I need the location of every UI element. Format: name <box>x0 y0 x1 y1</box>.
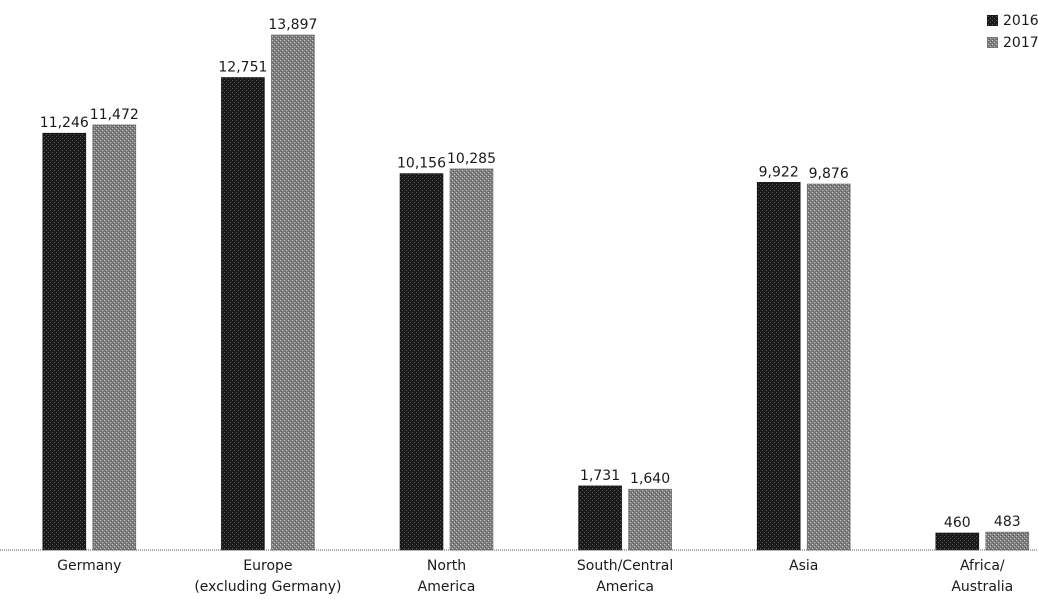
x-tick-label-line-3-1: America <box>596 579 654 595</box>
x-tick-label-line-0-0: Germany <box>57 558 121 574</box>
bar-2016-0 <box>42 132 87 551</box>
bar-2016-4 <box>756 182 801 551</box>
x-tick-label-line-2-1: America <box>418 579 476 595</box>
bars-group <box>42 34 1030 551</box>
x-tick-label-line-4-0: Asia <box>789 558 818 574</box>
legend-swatch-2017 <box>987 37 998 48</box>
value-label-2016-3: 1,731 <box>580 468 620 484</box>
x-tick-label-line-1-1: (excluding Germany) <box>194 579 341 595</box>
value-label-2017-5: 483 <box>994 514 1021 530</box>
bar-2017-0 <box>92 124 137 551</box>
value-label-2016-2: 10,156 <box>397 156 446 172</box>
bar-2017-1 <box>271 34 315 551</box>
legend-label-2016: 2016 <box>1003 13 1038 29</box>
x-tick-label-line-1-0: Europe <box>243 558 292 574</box>
bar-2016-2 <box>399 173 444 551</box>
value-label-2017-0: 11,472 <box>90 107 139 123</box>
legend-swatch-2016 <box>987 15 998 26</box>
value-label-2017-4: 9,876 <box>809 166 849 182</box>
value-label-2016-4: 9,922 <box>759 164 799 180</box>
x-tick-label-3: South/Central America <box>577 558 673 595</box>
bar-2017-2 <box>449 168 494 551</box>
bar-2016-1 <box>221 77 265 551</box>
x-tick-label-2: North America <box>418 558 476 595</box>
legend-label-2017: 2017 <box>1003 35 1038 51</box>
value-label-2017-3: 1,640 <box>630 471 670 487</box>
bar-2017-4 <box>806 183 851 551</box>
value-label-2017-2: 10,285 <box>447 151 496 167</box>
bar-2016-3 <box>578 485 622 551</box>
x-tick-label-line-2-0: North <box>427 558 466 574</box>
x-tick-label-0: Germany <box>57 558 121 574</box>
bar-2017-5 <box>985 531 1030 551</box>
value-label-2016-0: 11,246 <box>40 115 89 131</box>
bar-2016-5 <box>935 532 980 551</box>
x-tick-label-line-3-0: South/Central <box>577 558 673 574</box>
x-tick-label-5: Africa/Australia <box>951 558 1013 595</box>
x-tick-labels-group: Germany Europe (excluding Germany) North Ame… <box>57 558 1013 595</box>
x-tick-label-1: Europe (excluding Germany) <box>194 558 341 595</box>
x-tick-label-4: Asia <box>789 558 818 574</box>
value-label-2016-5: 460 <box>944 515 971 531</box>
legend: 2016 2017 <box>987 13 1038 51</box>
x-tick-label-line-5-0: Africa/ <box>960 558 1005 574</box>
bar-2017-3 <box>628 488 672 551</box>
value-label-2017-1: 13,897 <box>268 17 317 33</box>
value-label-2016-1: 12,751 <box>218 60 267 76</box>
x-tick-label-line-5-1: Australia <box>951 579 1013 595</box>
